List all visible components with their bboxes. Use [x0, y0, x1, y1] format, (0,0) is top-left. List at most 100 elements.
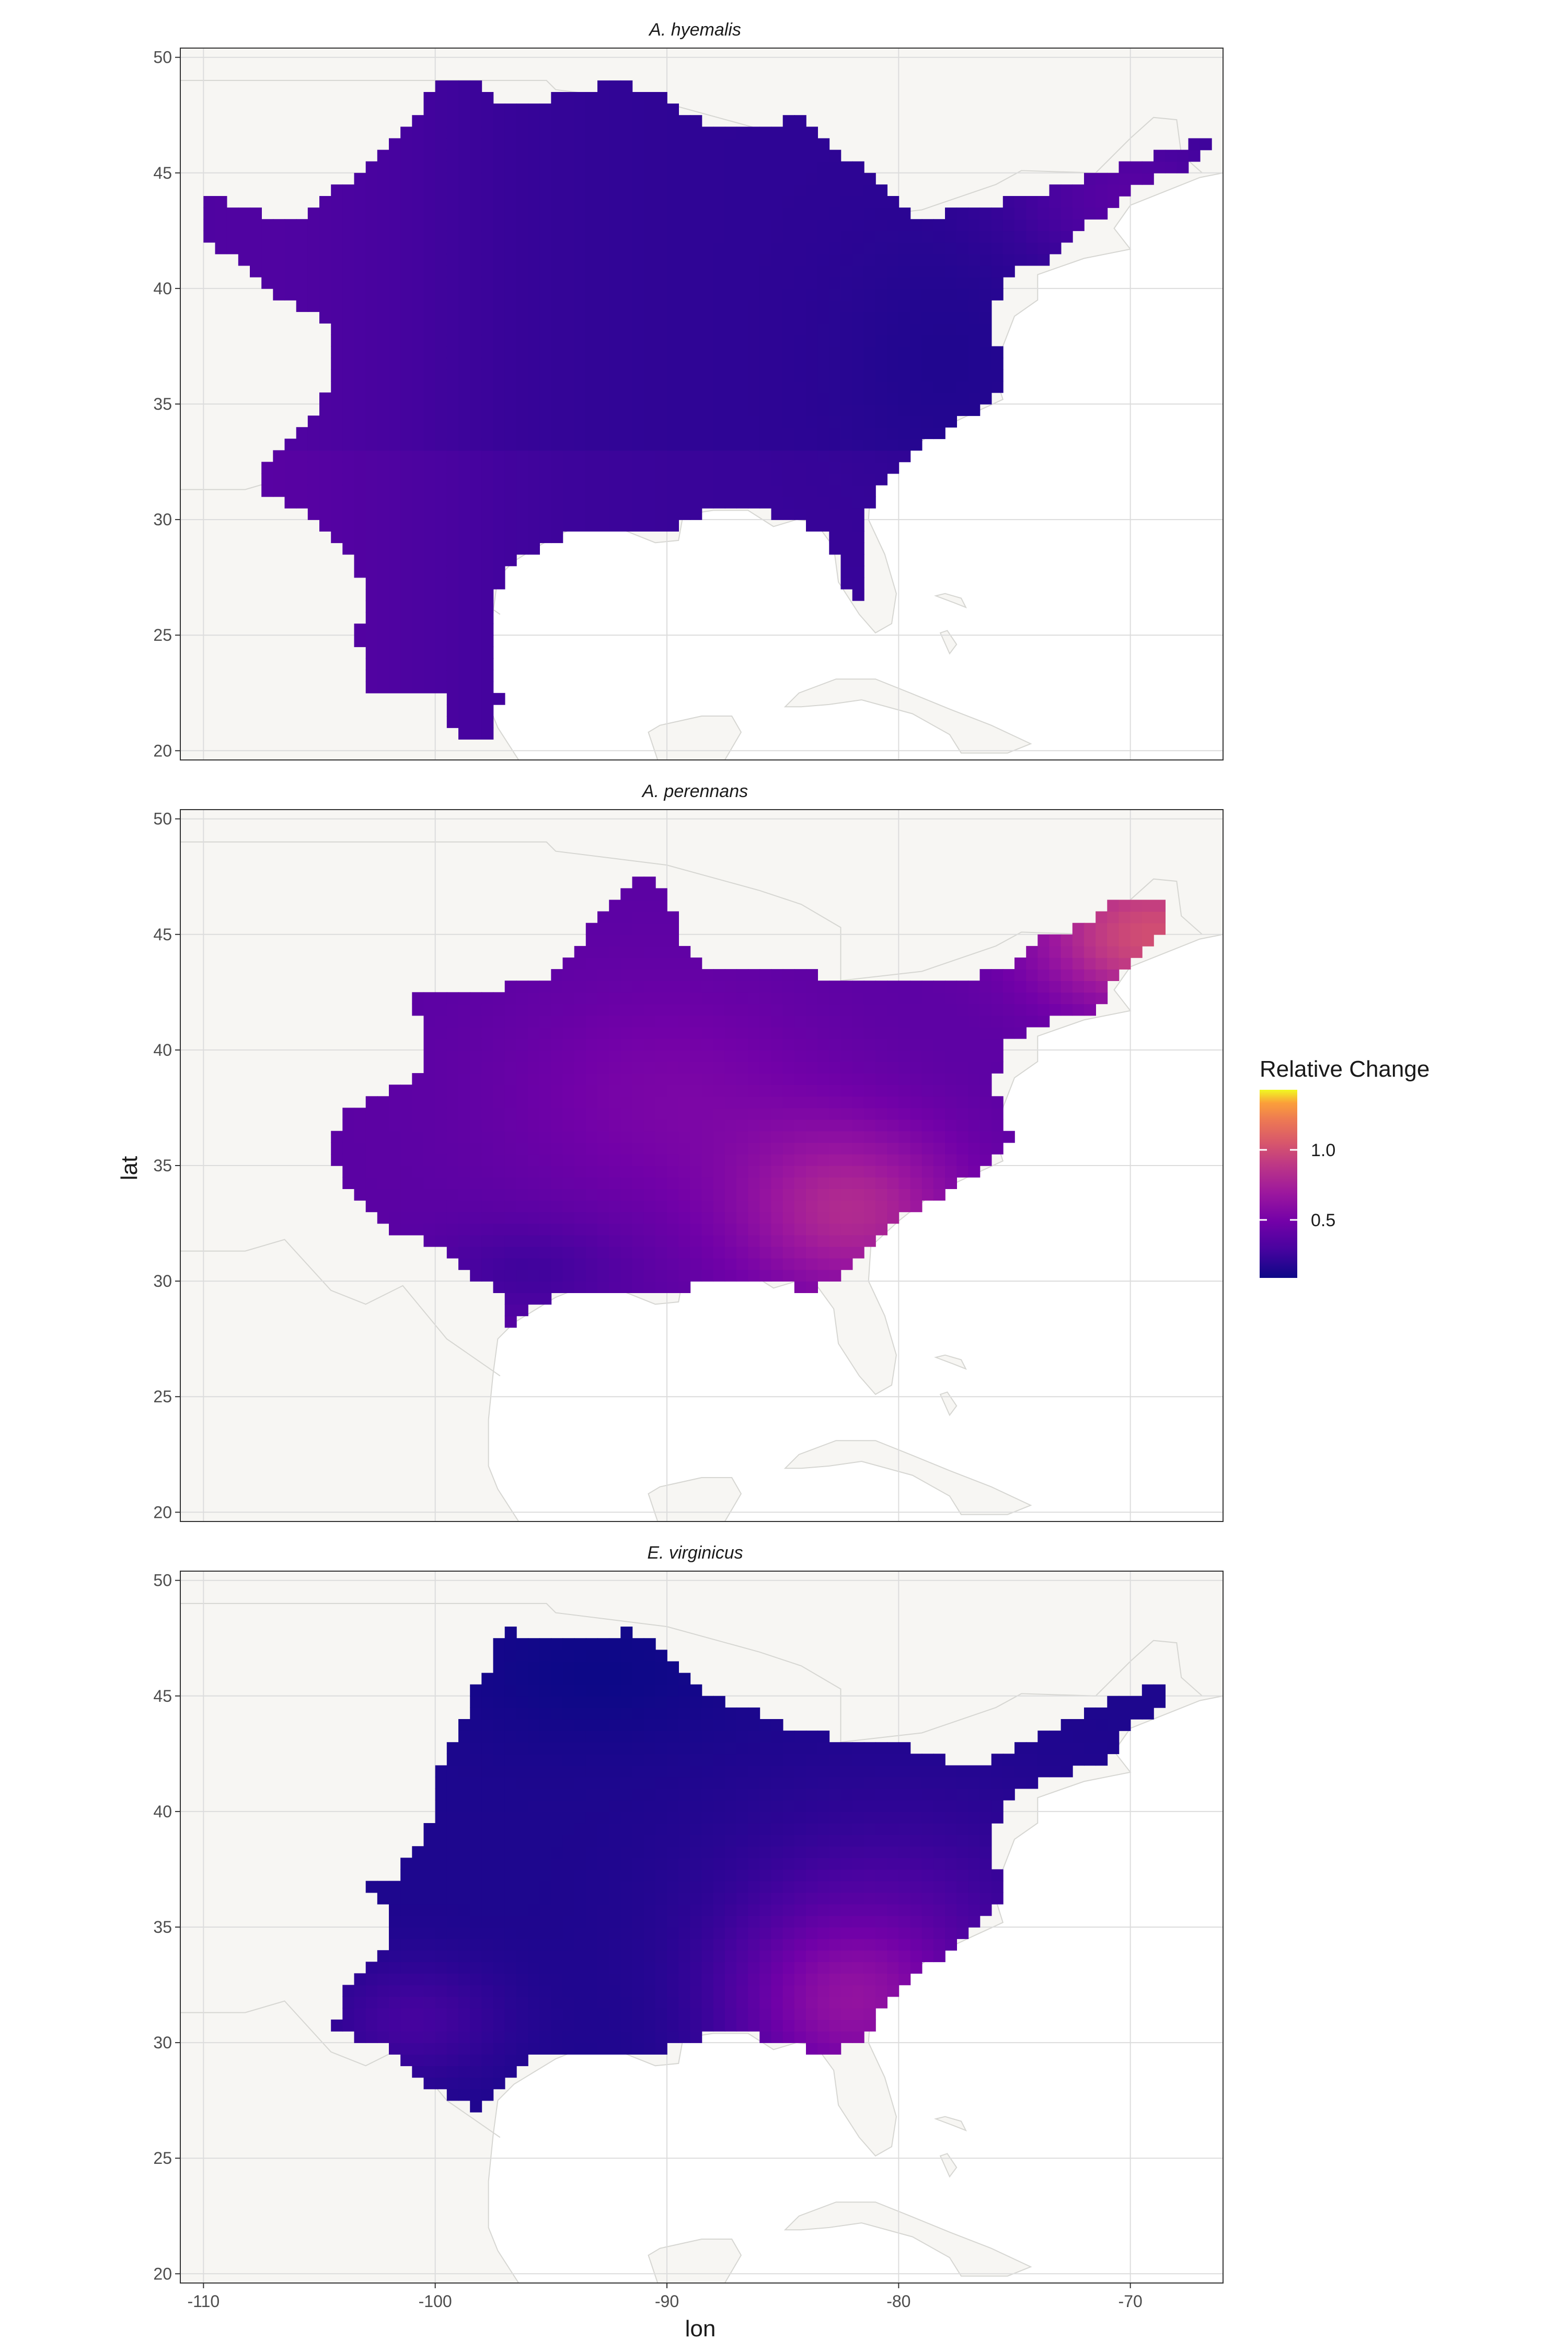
- raster-cell: [678, 2019, 691, 2032]
- raster-cell: [840, 335, 853, 347]
- raster-cell: [377, 2019, 389, 2032]
- raster-cell: [933, 416, 946, 428]
- raster-cell: [794, 392, 806, 405]
- raster-cell: [771, 1131, 783, 1143]
- raster-cell: [470, 1050, 482, 1062]
- land-mass: [939, 630, 958, 655]
- raster-cell: [423, 92, 436, 104]
- raster-cell: [562, 103, 575, 116]
- raster-cell: [562, 184, 575, 197]
- raster-cell: [748, 404, 760, 416]
- raster-cell: [690, 1108, 702, 1120]
- y-tick-label: 40: [153, 1041, 172, 1059]
- raster-cell: [620, 1765, 633, 1778]
- raster-cell: [771, 1915, 783, 1928]
- raster-cell: [1060, 196, 1073, 208]
- raster-cell: [782, 473, 795, 486]
- raster-cell: [458, 589, 470, 601]
- raster-cell: [620, 1062, 633, 1074]
- raster-cell: [887, 427, 900, 440]
- raster-cell: [250, 230, 262, 243]
- raster-cell: [887, 439, 900, 451]
- raster-cell: [736, 1707, 748, 1720]
- raster-cell: [632, 253, 644, 266]
- raster-cell: [620, 1950, 633, 1963]
- raster-cell: [423, 1119, 436, 1132]
- raster-cell: [574, 1281, 586, 1293]
- raster-cell: [504, 1304, 517, 1317]
- raster-cell: [296, 253, 308, 266]
- raster-cell: [910, 1189, 923, 1201]
- raster-cell: [446, 103, 459, 116]
- raster-cell: [273, 485, 285, 497]
- raster-cell: [898, 1085, 911, 1097]
- raster-cell: [921, 288, 934, 301]
- raster-cell: [493, 1915, 505, 1928]
- raster-cell: [1049, 969, 1062, 981]
- raster-cell: [724, 1707, 737, 1720]
- raster-cell: [470, 381, 482, 393]
- raster-cell: [956, 1085, 969, 1097]
- raster-cell: [203, 196, 216, 208]
- raster-cell: [1084, 172, 1096, 185]
- raster-cell: [609, 126, 621, 139]
- raster-cell: [724, 1811, 737, 1824]
- raster-cell: [817, 161, 830, 174]
- raster-cell: [458, 658, 470, 671]
- raster-cell: [956, 981, 969, 993]
- raster-cell: [863, 485, 876, 497]
- raster-cell: [1014, 207, 1027, 220]
- raster-cell: [284, 242, 297, 255]
- raster-cell: [887, 1085, 900, 1097]
- raster-cell: [400, 230, 413, 243]
- raster-cell: [551, 1154, 563, 1166]
- raster-cell: [516, 1258, 528, 1270]
- raster-cell: [446, 80, 459, 93]
- raster-cell: [968, 369, 981, 382]
- raster-cell: [504, 1788, 517, 1801]
- raster-cell: [643, 1950, 656, 1963]
- land-mass: [939, 1391, 958, 1416]
- raster-cell: [667, 1119, 679, 1132]
- raster-cell: [887, 207, 900, 220]
- raster-cell: [690, 1915, 702, 1928]
- raster-cell: [724, 992, 737, 1005]
- raster-cell: [898, 207, 911, 220]
- raster-cell: [551, 1742, 563, 1755]
- raster-cell: [806, 323, 818, 336]
- raster-cell: [377, 1962, 389, 1974]
- raster-cell: [748, 1823, 760, 1835]
- raster-cell: [690, 346, 702, 359]
- raster-cell: [643, 196, 656, 208]
- raster-cell: [528, 230, 540, 243]
- raster-cell: [585, 1015, 598, 1028]
- raster-cell: [748, 207, 760, 220]
- raster-cell: [562, 1904, 575, 1916]
- raster-cell: [875, 323, 887, 336]
- raster-cell: [493, 1962, 505, 1974]
- raster-cell: [400, 276, 413, 289]
- raster-cell: [806, 1096, 818, 1109]
- raster-cell: [539, 253, 552, 266]
- raster-cell: [551, 1904, 563, 1916]
- raster-cell: [609, 1892, 621, 1905]
- raster-cell: [470, 1258, 482, 1270]
- raster-cell: [921, 1015, 934, 1028]
- raster-cell: [840, 369, 853, 382]
- raster-cell: [446, 2077, 459, 2090]
- raster-cell: [979, 265, 992, 278]
- raster-cell: [504, 207, 517, 220]
- raster-cell: [551, 138, 563, 151]
- raster-cell: [539, 1846, 552, 1859]
- raster-cell: [389, 300, 401, 312]
- raster-cell: [446, 1881, 459, 1893]
- raster-cell: [273, 288, 285, 301]
- raster-cell: [597, 2008, 609, 2020]
- raster-cell: [609, 300, 621, 312]
- raster-cell: [470, 1754, 482, 1766]
- raster-cell: [504, 1892, 517, 1905]
- raster-cell: [504, 312, 517, 324]
- raster-cell: [724, 138, 737, 151]
- raster-cell: [724, 1223, 737, 1236]
- raster-cell: [609, 1707, 621, 1720]
